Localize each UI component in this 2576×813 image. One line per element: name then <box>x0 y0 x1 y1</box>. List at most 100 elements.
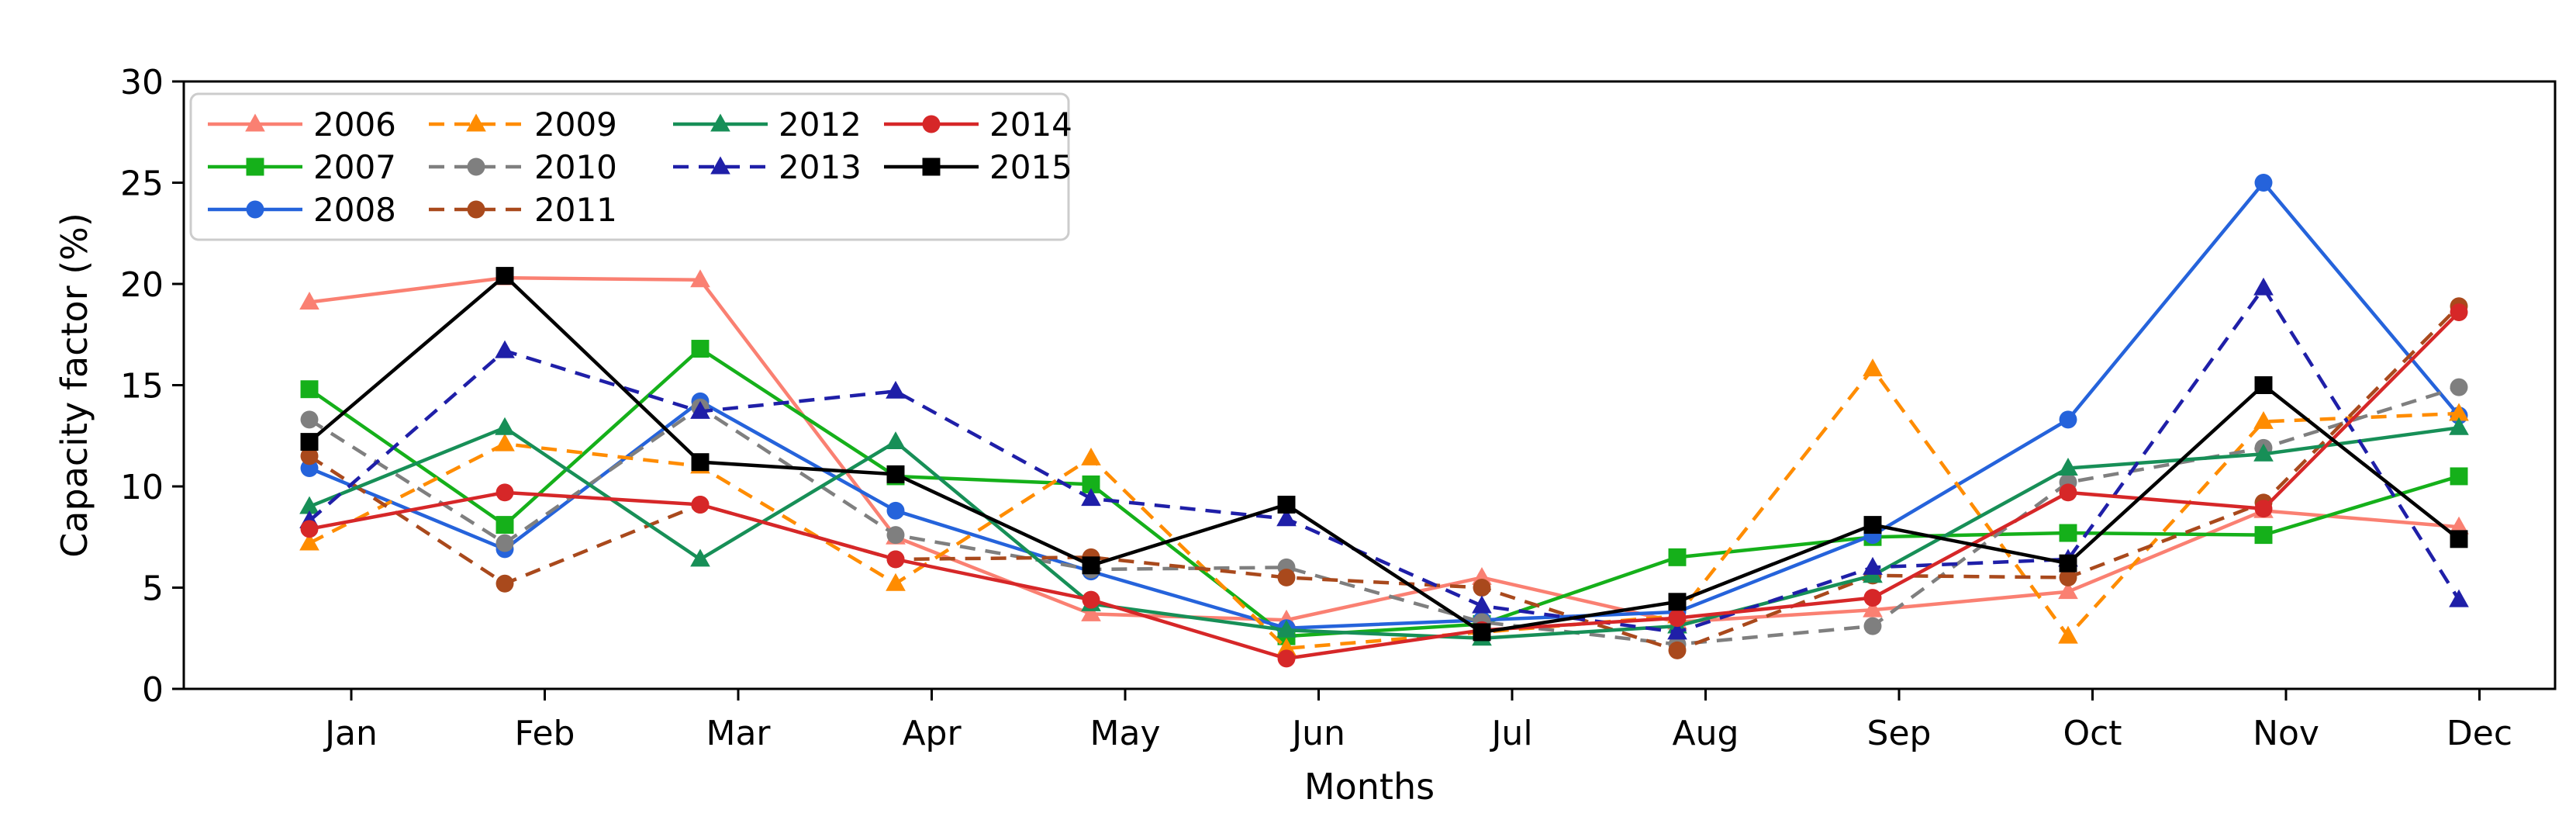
legend-label-2015: 2015 <box>989 148 1072 186</box>
y-tick-label-25: 25 <box>120 164 164 204</box>
x-tick-label-nov: Nov <box>2253 714 2319 753</box>
series-2007-marker-square <box>2450 467 2468 486</box>
y-tick-label-15: 15 <box>120 367 164 406</box>
series-2013-marker-triangle <box>1276 508 1297 527</box>
series-2011-marker-circle <box>1473 579 1491 597</box>
x-tick-label-feb: Feb <box>515 714 575 753</box>
series-2013-marker-triangle <box>495 340 515 358</box>
x-tick-label-jan: Jan <box>323 714 378 753</box>
legend-label-2010: 2010 <box>534 148 617 186</box>
series-2007-marker-square <box>2254 526 2273 545</box>
series-2006-marker-triangle <box>1081 603 1101 621</box>
series-2014-marker-circle <box>691 496 710 514</box>
series-2007-marker-square <box>691 340 710 358</box>
series-2014-marker-circle <box>1863 589 1882 607</box>
series-2012-marker-triangle <box>2058 458 2078 476</box>
legend-2010-marker-circle <box>467 157 485 176</box>
series-2011-marker-circle <box>1668 641 1687 659</box>
series-line-2011 <box>308 305 2460 652</box>
x-tick-label-may: May <box>1090 714 1161 753</box>
series-2015-marker-square <box>1082 556 1100 575</box>
series-2015-marker-square <box>2059 554 2077 573</box>
series-2009-marker-triangle <box>1081 447 1101 465</box>
legend-2009-marker-triangle <box>466 113 486 132</box>
series-2006-marker-triangle <box>690 269 710 288</box>
series-2009-marker-triangle <box>2058 625 2078 644</box>
series-2006-marker-triangle <box>1863 599 1883 618</box>
series-2015-marker-square <box>691 453 710 472</box>
series-2011-marker-circle <box>496 574 514 593</box>
legend-2007-marker-square <box>246 157 264 176</box>
series-2014-marker-circle <box>886 550 905 569</box>
series-2007-marker-square <box>1668 548 1687 566</box>
series-2015-marker-square <box>886 465 905 483</box>
legend-label-2007: 2007 <box>313 148 396 186</box>
series-2014-marker-circle <box>1668 609 1687 628</box>
series-2015-marker-square <box>2450 530 2468 548</box>
series-2006-marker-triangle <box>299 291 319 310</box>
x-tick-label-dec: Dec <box>2447 714 2512 753</box>
legend-box <box>189 92 1070 241</box>
y-tick-label-0: 0 <box>142 670 164 710</box>
series-2012-marker-triangle <box>1276 619 1297 638</box>
series-2009-marker-triangle <box>299 532 319 551</box>
series-2008-marker-circle <box>2059 410 2077 429</box>
series-2006-marker-triangle <box>2449 516 2469 535</box>
series-2009-marker-triangle <box>495 433 515 451</box>
series-2009-marker-triangle <box>1863 358 1883 377</box>
series-2014-marker-circle <box>1082 590 1100 609</box>
x-tick-label-jul: Jul <box>1489 714 1532 753</box>
series-2014-marker-circle <box>1277 649 1296 668</box>
legend-label-2012: 2012 <box>779 106 862 144</box>
series-2012-marker-triangle <box>2253 443 2274 462</box>
series-line-2013 <box>308 285 2460 635</box>
series-2015-marker-square <box>1473 623 1491 642</box>
y-axis-label: Capacity factor (%) <box>54 213 95 558</box>
legend-label-2013: 2013 <box>779 148 862 186</box>
legend-label-2011: 2011 <box>534 191 617 229</box>
series-line-2014 <box>309 310 2460 661</box>
series-2013-marker-triangle <box>1081 488 1101 507</box>
legend-label-2008: 2008 <box>313 191 396 229</box>
x-tick-label-oct: Oct <box>2063 714 2122 753</box>
series-2015-marker-square <box>496 267 514 285</box>
y-tick-label-30: 30 <box>120 63 164 102</box>
series-2013-marker-triangle <box>690 400 710 419</box>
series-line-2015 <box>308 274 2460 635</box>
x-tick-label-jun: Jun <box>1290 714 1345 753</box>
series-2009-marker-triangle <box>2253 410 2274 429</box>
series-2014-marker-circle <box>2450 303 2468 322</box>
series-line-2010 <box>308 385 2460 646</box>
x-tick-label-aug: Aug <box>1673 714 1739 753</box>
series-2012-marker-triangle <box>299 496 319 514</box>
series-2008-marker-circle <box>886 501 905 520</box>
series-2011-marker-circle <box>2059 568 2077 586</box>
series-2008-marker-circle <box>2254 174 2273 192</box>
series-2015-marker-square <box>1668 593 1687 611</box>
series-2010-marker-circle <box>496 534 514 552</box>
series-2013-marker-triangle <box>1863 556 1883 575</box>
legend-2013-marker-triangle <box>710 156 730 175</box>
series-2009-marker-triangle <box>2449 403 2469 421</box>
series-2010-marker-circle <box>886 526 905 545</box>
series-2011-marker-circle <box>300 447 319 465</box>
series-2007-marker-square <box>1082 475 1100 493</box>
series-2013-marker-triangle <box>2253 277 2274 296</box>
legend-2015-marker-square <box>922 157 941 176</box>
series-2007-marker-square <box>496 516 514 535</box>
series-2007-marker-square <box>300 380 319 399</box>
x-tick-label-apr: Apr <box>902 714 962 753</box>
legend-label-2014: 2014 <box>989 106 1072 144</box>
series-2013-marker-triangle <box>886 380 906 399</box>
series-2010-marker-circle <box>1863 617 1882 635</box>
y-tick-label-5: 5 <box>142 569 164 609</box>
series-line-2009 <box>308 367 2460 651</box>
series-2013-marker-triangle <box>2449 589 2469 607</box>
series-2015-marker-square <box>1863 516 1882 535</box>
legend-2008-marker-circle <box>246 200 264 219</box>
series-2014-marker-circle <box>2254 500 2273 518</box>
x-tick-label-mar: Mar <box>706 714 771 753</box>
series-2015-marker-square <box>2254 376 2273 394</box>
